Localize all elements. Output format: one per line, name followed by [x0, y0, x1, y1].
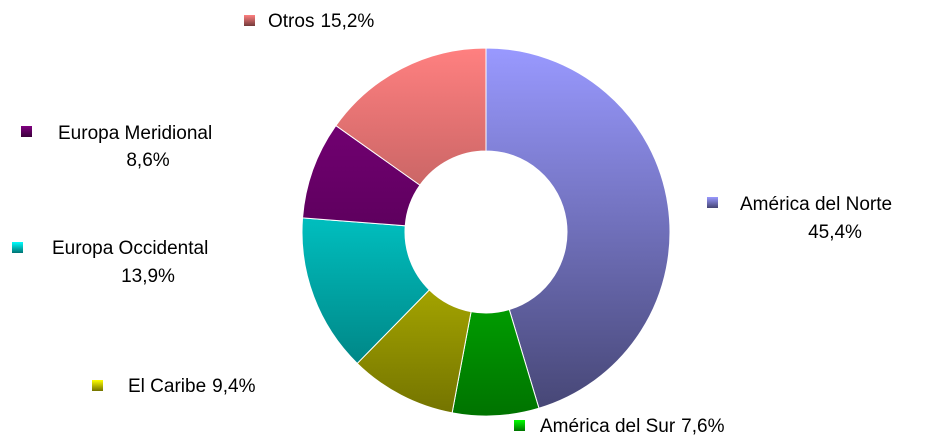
slice-label: América del Norte: [740, 194, 892, 215]
slice-label-group: El Caribe 9,4%: [128, 376, 256, 397]
legend-marker: [244, 15, 255, 26]
slice-value-label: 45,4%: [808, 222, 862, 243]
slice-label-group: América del Sur 7,6%: [540, 416, 725, 437]
legend-marker: [12, 242, 23, 253]
legend-marker: [514, 420, 525, 431]
slice-value-label: 15,2%: [320, 11, 374, 32]
slice-label: América del Sur: [540, 416, 676, 437]
slice-label: Otros: [268, 11, 314, 32]
legend-marker: [707, 197, 718, 208]
slice-label: Europa Occidental: [52, 238, 208, 259]
slice-value-label: 13,9%: [121, 266, 175, 287]
slice-label-group: Otros 15,2%: [268, 11, 374, 32]
donut-slice: [301, 217, 431, 365]
donut-slice: [485, 47, 671, 409]
slice-label: El Caribe: [128, 376, 206, 397]
slice-label: Europa Meridional: [58, 123, 212, 144]
legend-marker: [21, 126, 32, 137]
donut-slice: [335, 47, 487, 186]
slice-value-label: 7,6%: [681, 416, 724, 437]
legend-marker: [92, 380, 103, 391]
slice-value-label: 8,6%: [126, 150, 169, 171]
slice-value-label: 9,4%: [212, 376, 255, 397]
